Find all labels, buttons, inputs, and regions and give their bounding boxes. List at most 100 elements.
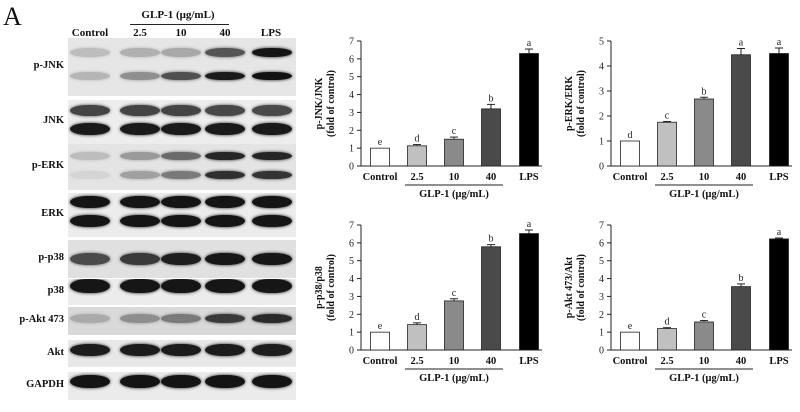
blot-band (161, 253, 201, 266)
blot-band (205, 215, 245, 228)
x-tick-label: 10 (449, 172, 460, 183)
blot-band (120, 253, 160, 266)
bar-40 (481, 246, 501, 351)
blot-label-p-akt-473: p-Akt 473 (19, 314, 64, 325)
y-tick-label: 0 (599, 162, 604, 173)
x-tick-label: 40 (486, 356, 497, 367)
y-axis-label-line2: (fold of control) (576, 254, 587, 321)
blot-band (205, 105, 245, 117)
blot-band (252, 195, 292, 208)
x-tick-label: Control (613, 172, 648, 183)
bar-control (620, 140, 640, 167)
blot-band (70, 253, 110, 266)
y-tick-label: 3 (349, 292, 354, 303)
blot-band (205, 152, 245, 161)
y-axis-label-line1: p-JNK/JNK (314, 77, 325, 129)
bar-10 (694, 321, 714, 351)
x-tick-label: 10 (699, 172, 710, 183)
blot-strip (68, 193, 296, 237)
glp-group-header: GLP-1 (μg/mL) (141, 9, 215, 21)
y-tick-label: 2 (349, 126, 354, 137)
bar-control (370, 147, 390, 167)
blot-band (161, 170, 201, 179)
significance-letter: b (739, 273, 744, 284)
significance-letter: e (628, 321, 633, 332)
blot-band (70, 374, 110, 388)
significance-letter: b (489, 234, 494, 245)
y-tick-label: 6 (349, 238, 354, 249)
blot-band (70, 105, 110, 117)
bar-10 (444, 300, 464, 351)
blot-band (120, 105, 160, 117)
blot-band (252, 48, 292, 58)
blot-band (161, 195, 201, 208)
bar-10 (444, 138, 464, 167)
y-axis-label-line1: p-Akt 473/Akt (564, 256, 575, 318)
blot-band (70, 343, 110, 356)
blot-band (70, 152, 110, 161)
blot-band (205, 71, 245, 80)
blot-band (252, 279, 292, 294)
lane-label-2-5: 2.5 (133, 27, 147, 39)
blot-band (120, 48, 160, 58)
blot-band (120, 314, 160, 324)
blot-band (205, 48, 245, 58)
significance-letter: c (702, 310, 707, 321)
x-tick-label: 10 (449, 356, 460, 367)
y-axis-label-line1: p-p38/p38 (314, 266, 325, 309)
blot-label-erk: ERK (41, 208, 64, 219)
significance-letter: c (665, 111, 670, 122)
significance-letter: d (628, 130, 633, 141)
y-tick-label: 2 (349, 310, 354, 321)
blot-band (120, 152, 160, 161)
bar-control (370, 331, 390, 351)
x-tick-label: LPS (519, 356, 538, 367)
x-tick-label: 40 (736, 356, 747, 367)
blot-band (252, 123, 292, 136)
blot-band (120, 195, 160, 208)
bar-control (620, 331, 640, 351)
significance-letter: a (527, 219, 532, 230)
blot-band (120, 279, 160, 294)
y-tick-label: 0 (349, 162, 354, 173)
bar-lps (769, 53, 789, 167)
blot-strip (68, 100, 296, 144)
blot-band (70, 279, 110, 294)
y-tick-label: 4 (599, 274, 604, 285)
blot-label-p-erk: p-ERK (31, 160, 64, 171)
y-tick-label: 5 (349, 256, 354, 267)
bar-40 (731, 54, 751, 167)
lane-label-10: 10 (175, 27, 187, 39)
significance-letter: a (777, 227, 782, 238)
blot-label-p-jnk: p-JNK (33, 60, 64, 71)
y-axis-label-line2: (fold of control) (576, 70, 587, 137)
y-tick-label: 4 (599, 62, 604, 73)
significance-letter: b (489, 93, 494, 104)
bar-2-5 (657, 328, 677, 351)
blot-band (120, 374, 160, 388)
blot-band (205, 195, 245, 208)
glp-group-line (130, 24, 229, 25)
significance-letter: d (415, 134, 420, 145)
blot-band (161, 314, 201, 324)
x-tick-label: Control (613, 356, 648, 367)
y-tick-label: 1 (599, 328, 604, 339)
blot-band (252, 152, 292, 161)
blot-band (205, 279, 245, 294)
blot-strip (68, 144, 296, 190)
bar-lps (769, 238, 789, 351)
significance-letter: d (665, 317, 670, 328)
y-tick-label: 0 (349, 346, 354, 357)
blot-band (161, 343, 201, 356)
blot-band (205, 314, 245, 324)
x-tick-label: Control (363, 356, 398, 367)
x-tick-label: 40 (736, 172, 747, 183)
blot-label-akt: Akt (47, 346, 64, 358)
y-tick-label: 3 (599, 87, 604, 98)
x-axis-label: GLP-1 (μg/mL) (419, 189, 489, 200)
y-axis-label-line2: (fold of control) (326, 70, 337, 137)
bar-10 (694, 98, 714, 167)
blot-band (161, 152, 201, 161)
significance-letter: e (378, 321, 383, 332)
